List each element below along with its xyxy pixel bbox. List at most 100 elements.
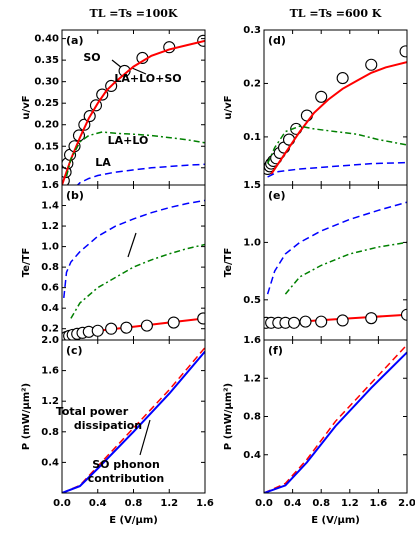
plot-area: [264, 45, 407, 178]
y-axis-label: P (mW/μm²): [21, 383, 32, 450]
arrows: [111, 59, 151, 456]
annotation: contribution: [88, 472, 164, 485]
data-point: [140, 319, 153, 332]
plot-area: [264, 201, 407, 329]
y-tick-label: 0.10: [34, 163, 59, 174]
y-tick-label: 0.8: [41, 262, 59, 273]
y-tick-label: 1.2: [41, 396, 59, 407]
data-point: [118, 64, 131, 77]
y-tick-label: 0.40: [34, 34, 59, 45]
data-point: [315, 90, 328, 103]
x-tick-label: 0.4: [284, 498, 302, 509]
y-tick-label: 0.2: [41, 324, 59, 335]
line: [267, 161, 407, 178]
line: [266, 125, 407, 164]
annotation: dissipation: [74, 419, 142, 432]
data-point: [299, 315, 312, 328]
panel-label: (a): [66, 34, 83, 47]
y-tick-label: 0.2: [243, 78, 261, 89]
data-point: [167, 316, 180, 329]
x-axis-label: E (V/μm): [109, 515, 158, 526]
x-tick-label: 1.2: [341, 498, 359, 509]
y-axis-label: Te/TF: [21, 248, 32, 278]
x-tick-label: 0.8: [125, 498, 143, 509]
plot-area: [62, 34, 205, 185]
plot-area: [62, 347, 205, 493]
line: [62, 350, 205, 493]
line: [264, 351, 407, 493]
y-tick-label: 0.35: [34, 55, 59, 66]
y-axis-label: u/vF: [223, 95, 234, 119]
y-tick-label: 1.0: [41, 242, 59, 253]
x-tick-label: 1.2: [160, 498, 178, 509]
panel-label: (b): [66, 189, 84, 202]
y-tick-label: 1.2: [243, 373, 261, 384]
series-label: SO: [83, 51, 100, 64]
y-tick-label: 1.4: [41, 201, 59, 212]
data-point: [400, 308, 407, 321]
y-tick-label: 0.6: [41, 283, 59, 294]
y-tick-label: 0.8: [41, 427, 59, 438]
y-tick-label: 0.8: [243, 412, 261, 423]
data-point: [336, 72, 349, 85]
axes-frame: [61, 184, 206, 341]
line: [63, 199, 205, 298]
series-label: LA+LO: [108, 134, 149, 147]
x-tick-label: 0.0: [255, 498, 273, 509]
y-tick-label: 1.0: [243, 237, 261, 248]
column-title: TL =Ts =100K: [90, 7, 178, 20]
data-point: [105, 322, 118, 335]
y-tick-label: 2.0: [41, 335, 59, 346]
line: [284, 241, 407, 295]
y-axis-label: Te/TF: [223, 248, 234, 278]
data-point: [91, 324, 104, 337]
panel-label: (f): [268, 344, 283, 357]
y-tick-label: 0.4: [243, 450, 261, 461]
line: [264, 344, 407, 493]
y-tick-label: 0.15: [34, 141, 59, 152]
y-tick-label: 1.6: [41, 366, 59, 377]
line: [270, 61, 407, 175]
arrow: [127, 232, 137, 258]
y-tick-label: 0.3: [243, 25, 261, 36]
x-tick-label: 1.6: [196, 498, 214, 509]
x-tick-label: 0.4: [89, 498, 107, 509]
y-tick-label: 1.6: [41, 180, 59, 191]
y-tick-label: 0.4: [41, 457, 59, 468]
y-tick-label: 1.2: [41, 221, 59, 232]
line: [266, 201, 407, 295]
data-point: [365, 312, 378, 325]
x-axis-label: E (V/μm): [311, 515, 360, 526]
y-tick-label: 1.5: [243, 180, 261, 191]
data-point: [197, 312, 205, 325]
data-point: [120, 321, 133, 334]
data-point: [300, 109, 313, 122]
y-tick-label: 0.30: [34, 77, 59, 88]
plot-area: [62, 199, 205, 340]
arrow: [131, 67, 147, 75]
y-axis-label: u/vF: [21, 95, 32, 119]
axes-frame: [263, 339, 408, 494]
data-point: [365, 58, 378, 71]
annotation: SO phonon: [92, 458, 160, 471]
y-tick-label: 0.25: [34, 98, 59, 109]
x-tick-label: 1.6: [370, 498, 388, 509]
x-tick-label: 0.0: [53, 498, 71, 509]
annotation: Total power: [56, 405, 129, 418]
x-tick-label: 0.8: [312, 498, 330, 509]
line: [70, 243, 205, 319]
axes-frame: [263, 29, 408, 186]
series-label: LA+LO+SO: [114, 72, 181, 85]
panel-label: (e): [268, 189, 286, 202]
y-axis-label: P (mW/μm²): [223, 383, 234, 450]
panel-label: (c): [66, 344, 83, 357]
x-tick-label: 2.0: [398, 498, 415, 509]
line: [62, 39, 205, 185]
data-point: [287, 316, 301, 329]
line: [76, 163, 205, 185]
y-tick-label: 1.6: [243, 335, 261, 346]
column-title: TL =Ts =600 K: [290, 7, 382, 20]
data-point: [399, 45, 407, 58]
line: [65, 131, 205, 177]
